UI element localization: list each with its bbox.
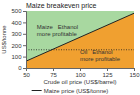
chart: 50 75 100 125 150 0 100 200 300 400 500 Maize Ethan… xyxy=(0,0,140,95)
tick-label: 75 xyxy=(50,72,57,78)
x-axis: 50 75 100 125 150 xyxy=(23,68,140,78)
line xyxy=(26,13,134,61)
y-axis: 0 100 200 300 400 500 xyxy=(11,8,26,71)
tick-label: 150 xyxy=(129,72,140,78)
tick-label: 300 xyxy=(11,31,22,37)
tick-mark xyxy=(80,68,81,71)
annotation-line: more profitable xyxy=(80,56,121,62)
tick: 200 xyxy=(11,43,26,49)
tick: 300 xyxy=(11,31,26,37)
tick-mark xyxy=(107,68,108,71)
tick: 100 xyxy=(75,68,86,78)
tick-mark xyxy=(23,45,26,46)
annotation: Oil Ethanolmore profitable xyxy=(80,49,121,62)
tick-label: 100 xyxy=(75,72,86,78)
area xyxy=(26,11,134,68)
axis-line xyxy=(27,69,135,72)
tick-label: 50 xyxy=(23,72,30,78)
area xyxy=(26,13,134,68)
legend-swatch xyxy=(32,90,42,91)
tick: 125 xyxy=(102,68,113,78)
tick: 0 xyxy=(18,65,26,71)
tick: 500 xyxy=(11,8,26,14)
tick-mark xyxy=(134,68,135,71)
tick-mark xyxy=(23,57,26,58)
tick-label: 100 xyxy=(11,54,22,60)
annotation-line: Oil Ethanol xyxy=(80,49,113,55)
annotation: Maize Ethanolmore profitable xyxy=(37,24,78,37)
title: Maize breakeven price xyxy=(26,2,97,10)
marks xyxy=(26,11,134,68)
legend: Maize price (US$/tonne) xyxy=(32,88,109,94)
tick-mark xyxy=(23,22,26,23)
x-label: Crude oil price (US$/barrel) xyxy=(43,79,116,85)
annotation-line: Maize Ethanol xyxy=(37,24,78,30)
tick: 75 xyxy=(50,68,57,78)
tick-mark xyxy=(23,11,26,12)
tick-label: 500 xyxy=(11,8,22,14)
tick: 100 xyxy=(11,54,26,60)
tick: 150 xyxy=(129,68,140,78)
legend-label: Maize price (US$/tonne) xyxy=(44,88,109,94)
tick-label: 0 xyxy=(18,65,22,71)
tick-label: 125 xyxy=(102,72,113,78)
plot: 50 75 100 125 150 0 100 200 300 400 500 Maize Ethan… xyxy=(11,8,140,77)
tick-label: 200 xyxy=(11,43,22,49)
axis-line xyxy=(23,12,27,69)
tick-mark xyxy=(53,68,54,71)
tick: 400 xyxy=(11,20,26,26)
y-label: US$/tonne xyxy=(1,25,7,54)
tick-label: 400 xyxy=(11,20,22,26)
annotation-line: more profitable xyxy=(37,31,78,37)
tick: 50 xyxy=(23,68,30,78)
legend-item: Maize price (US$/tonne) xyxy=(32,88,109,94)
tick-mark xyxy=(23,34,26,35)
tick-mark xyxy=(23,68,26,69)
